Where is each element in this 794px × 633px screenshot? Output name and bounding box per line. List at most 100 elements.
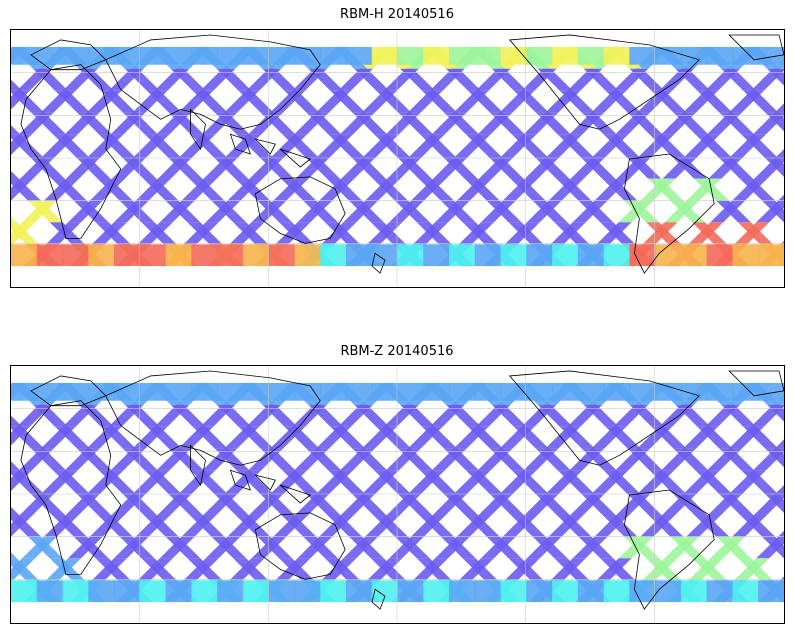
- swath-segment: [238, 426, 274, 449]
- swath-segment: [776, 485, 784, 493]
- north-band-cell: [36, 46, 64, 65]
- swath-segment: [189, 514, 225, 537]
- swath-segment: [192, 90, 228, 113]
- swath-segment: [444, 112, 480, 135]
- south-band-cell: [423, 244, 451, 267]
- swath-segment: [504, 558, 540, 581]
- south-band-cell: [320, 244, 347, 267]
- swath-segment: [686, 178, 722, 201]
- swath-segment: [526, 200, 562, 223]
- south-band-cell: [397, 244, 425, 267]
- north-band-cell: [629, 382, 657, 401]
- north-band-cell: [526, 46, 554, 65]
- swath-segment: [739, 514, 775, 537]
- south-band-cell: [114, 580, 141, 603]
- swath-map-rbm-z: [11, 366, 784, 623]
- swath-segment: [11, 79, 23, 91]
- swath-segment: [145, 134, 181, 157]
- coastlines: [20, 370, 784, 610]
- greenland-coastline: [728, 34, 784, 61]
- swath-segment: [435, 200, 471, 223]
- swath-segment: [11, 461, 21, 471]
- swath-segment: [557, 470, 593, 493]
- swath-segment: [352, 448, 388, 471]
- swath-segment: [688, 222, 724, 245]
- swath-segment: [33, 68, 69, 91]
- swath-segment: [183, 558, 219, 581]
- swath-segment: [170, 404, 206, 427]
- gridlines: [11, 30, 784, 287]
- swath-segment: [695, 134, 731, 157]
- swath-segment: [396, 492, 432, 515]
- swath-segment: [227, 178, 263, 201]
- swath-segment: [537, 68, 573, 91]
- south-band-cell: [500, 580, 528, 603]
- swath-segment: [457, 178, 493, 201]
- swath-segment: [503, 514, 539, 537]
- swath-segment: [170, 68, 206, 91]
- swath-segment: [627, 448, 663, 471]
- swath-segment: [442, 156, 478, 179]
- swath-segment: [721, 404, 757, 427]
- south-band-cell: [11, 244, 38, 267]
- swath-segment: [537, 404, 573, 427]
- swath-segment: [490, 448, 526, 471]
- asia-coastline: [105, 34, 321, 130]
- swath-segment: [159, 200, 195, 223]
- swath-segment: [605, 90, 641, 113]
- swath-segment: [97, 178, 133, 201]
- swath-segment: [556, 514, 592, 537]
- swath-segment: [605, 426, 641, 449]
- swath-segment: [137, 222, 173, 245]
- swath-segment: [44, 178, 80, 201]
- south-band-cell: [88, 244, 116, 267]
- north-band-cell: [114, 382, 141, 401]
- se-asia-islands: [229, 133, 312, 168]
- swath-segment: [168, 448, 204, 471]
- swath-segment: [422, 426, 458, 449]
- swath-segment: [717, 156, 753, 179]
- north-band-cell: [474, 46, 502, 65]
- swath-segment: [557, 134, 593, 157]
- swath-segment: [91, 558, 127, 581]
- swath-segment: [466, 134, 502, 157]
- swath-segment: [11, 426, 45, 449]
- swath-segment: [559, 90, 595, 113]
- swath-segment: [445, 404, 481, 427]
- north-band-cell: [423, 46, 451, 65]
- swath-segment: [216, 68, 252, 91]
- south-band-cell: [36, 580, 64, 603]
- swath-segment: [29, 492, 65, 515]
- south-band-cell: [423, 580, 451, 603]
- swath-segment: [625, 492, 661, 515]
- south-band-cell: [36, 244, 64, 267]
- swath-segment: [372, 514, 408, 537]
- swath-segment: [556, 178, 592, 201]
- south-band-cell: [371, 244, 399, 267]
- north-band-cell: [62, 46, 90, 65]
- swath-segment: [280, 178, 316, 201]
- swath-segment: [51, 178, 87, 201]
- swath-segment: [326, 178, 362, 201]
- swath-segment: [273, 178, 309, 201]
- swath-segment: [31, 112, 67, 135]
- swath-segment: [55, 90, 91, 113]
- swath-segment: [534, 492, 570, 515]
- swath-segment: [304, 492, 340, 515]
- swath-segment: [602, 178, 638, 201]
- swath-segment: [326, 514, 362, 537]
- swath-segment: [100, 90, 136, 113]
- swath-segment: [306, 448, 342, 471]
- swath-segment: [491, 68, 527, 91]
- south-band-cell: [217, 244, 244, 267]
- north-band-cell: [552, 46, 579, 65]
- swath-segment: [282, 134, 318, 157]
- south-band-cell: [680, 580, 708, 603]
- swath-segment: [603, 470, 639, 493]
- south-band-cell: [139, 244, 167, 267]
- swath-segment: [46, 558, 82, 581]
- swath-segment: [350, 492, 386, 515]
- north-band-cell: [603, 46, 631, 65]
- swath-segment: [113, 200, 149, 223]
- swath-segment: [97, 514, 133, 537]
